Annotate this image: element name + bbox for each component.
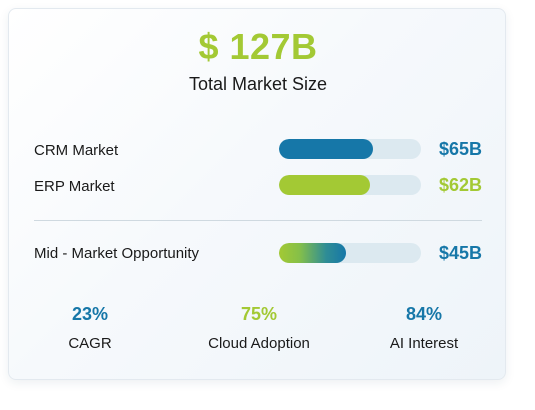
crm-market-bar-fill (279, 139, 373, 159)
stat-cloud-adoption-value: 75% (240, 304, 278, 324)
stat-ai-interest-value: 84% (405, 304, 443, 324)
stat-cagr-value: 23% (71, 304, 109, 324)
stat-cagr-label: CAGR (68, 335, 112, 352)
stat-cloud-adoption-label: Cloud Adoption (208, 335, 310, 352)
erp-market-bar-fill (279, 175, 370, 195)
mid-market-bar-fill (279, 243, 346, 263)
erp-market-value: $62B (438, 175, 482, 195)
total-market-value: $ 127B (198, 26, 318, 67)
crm-market-label: CRM Market (34, 142, 119, 159)
total-market-label: Total Market Size (188, 74, 328, 94)
erp-market-bar-track (279, 175, 421, 195)
section-divider (34, 220, 482, 221)
stat-cloud-adoption: 75% Cloud Adoption (184, 303, 334, 353)
stat-ai-interest: 84% AI Interest (349, 303, 499, 353)
stat-ai-interest-label: AI Interest (389, 335, 459, 352)
mid-market-opportunity-label: Mid - Market Opportunity (34, 245, 200, 262)
erp-market-label: ERP Market (34, 178, 115, 195)
crm-market-value: $65B (438, 139, 482, 159)
crm-market-bar-track (279, 139, 421, 159)
market-size-card: $ 127B Total Market Size CRM Market $65B… (8, 8, 506, 380)
stat-cagr: 23% CAGR (15, 303, 165, 353)
mid-market-bar-track (279, 243, 421, 263)
mid-market-opportunity-value: $45B (438, 243, 482, 263)
